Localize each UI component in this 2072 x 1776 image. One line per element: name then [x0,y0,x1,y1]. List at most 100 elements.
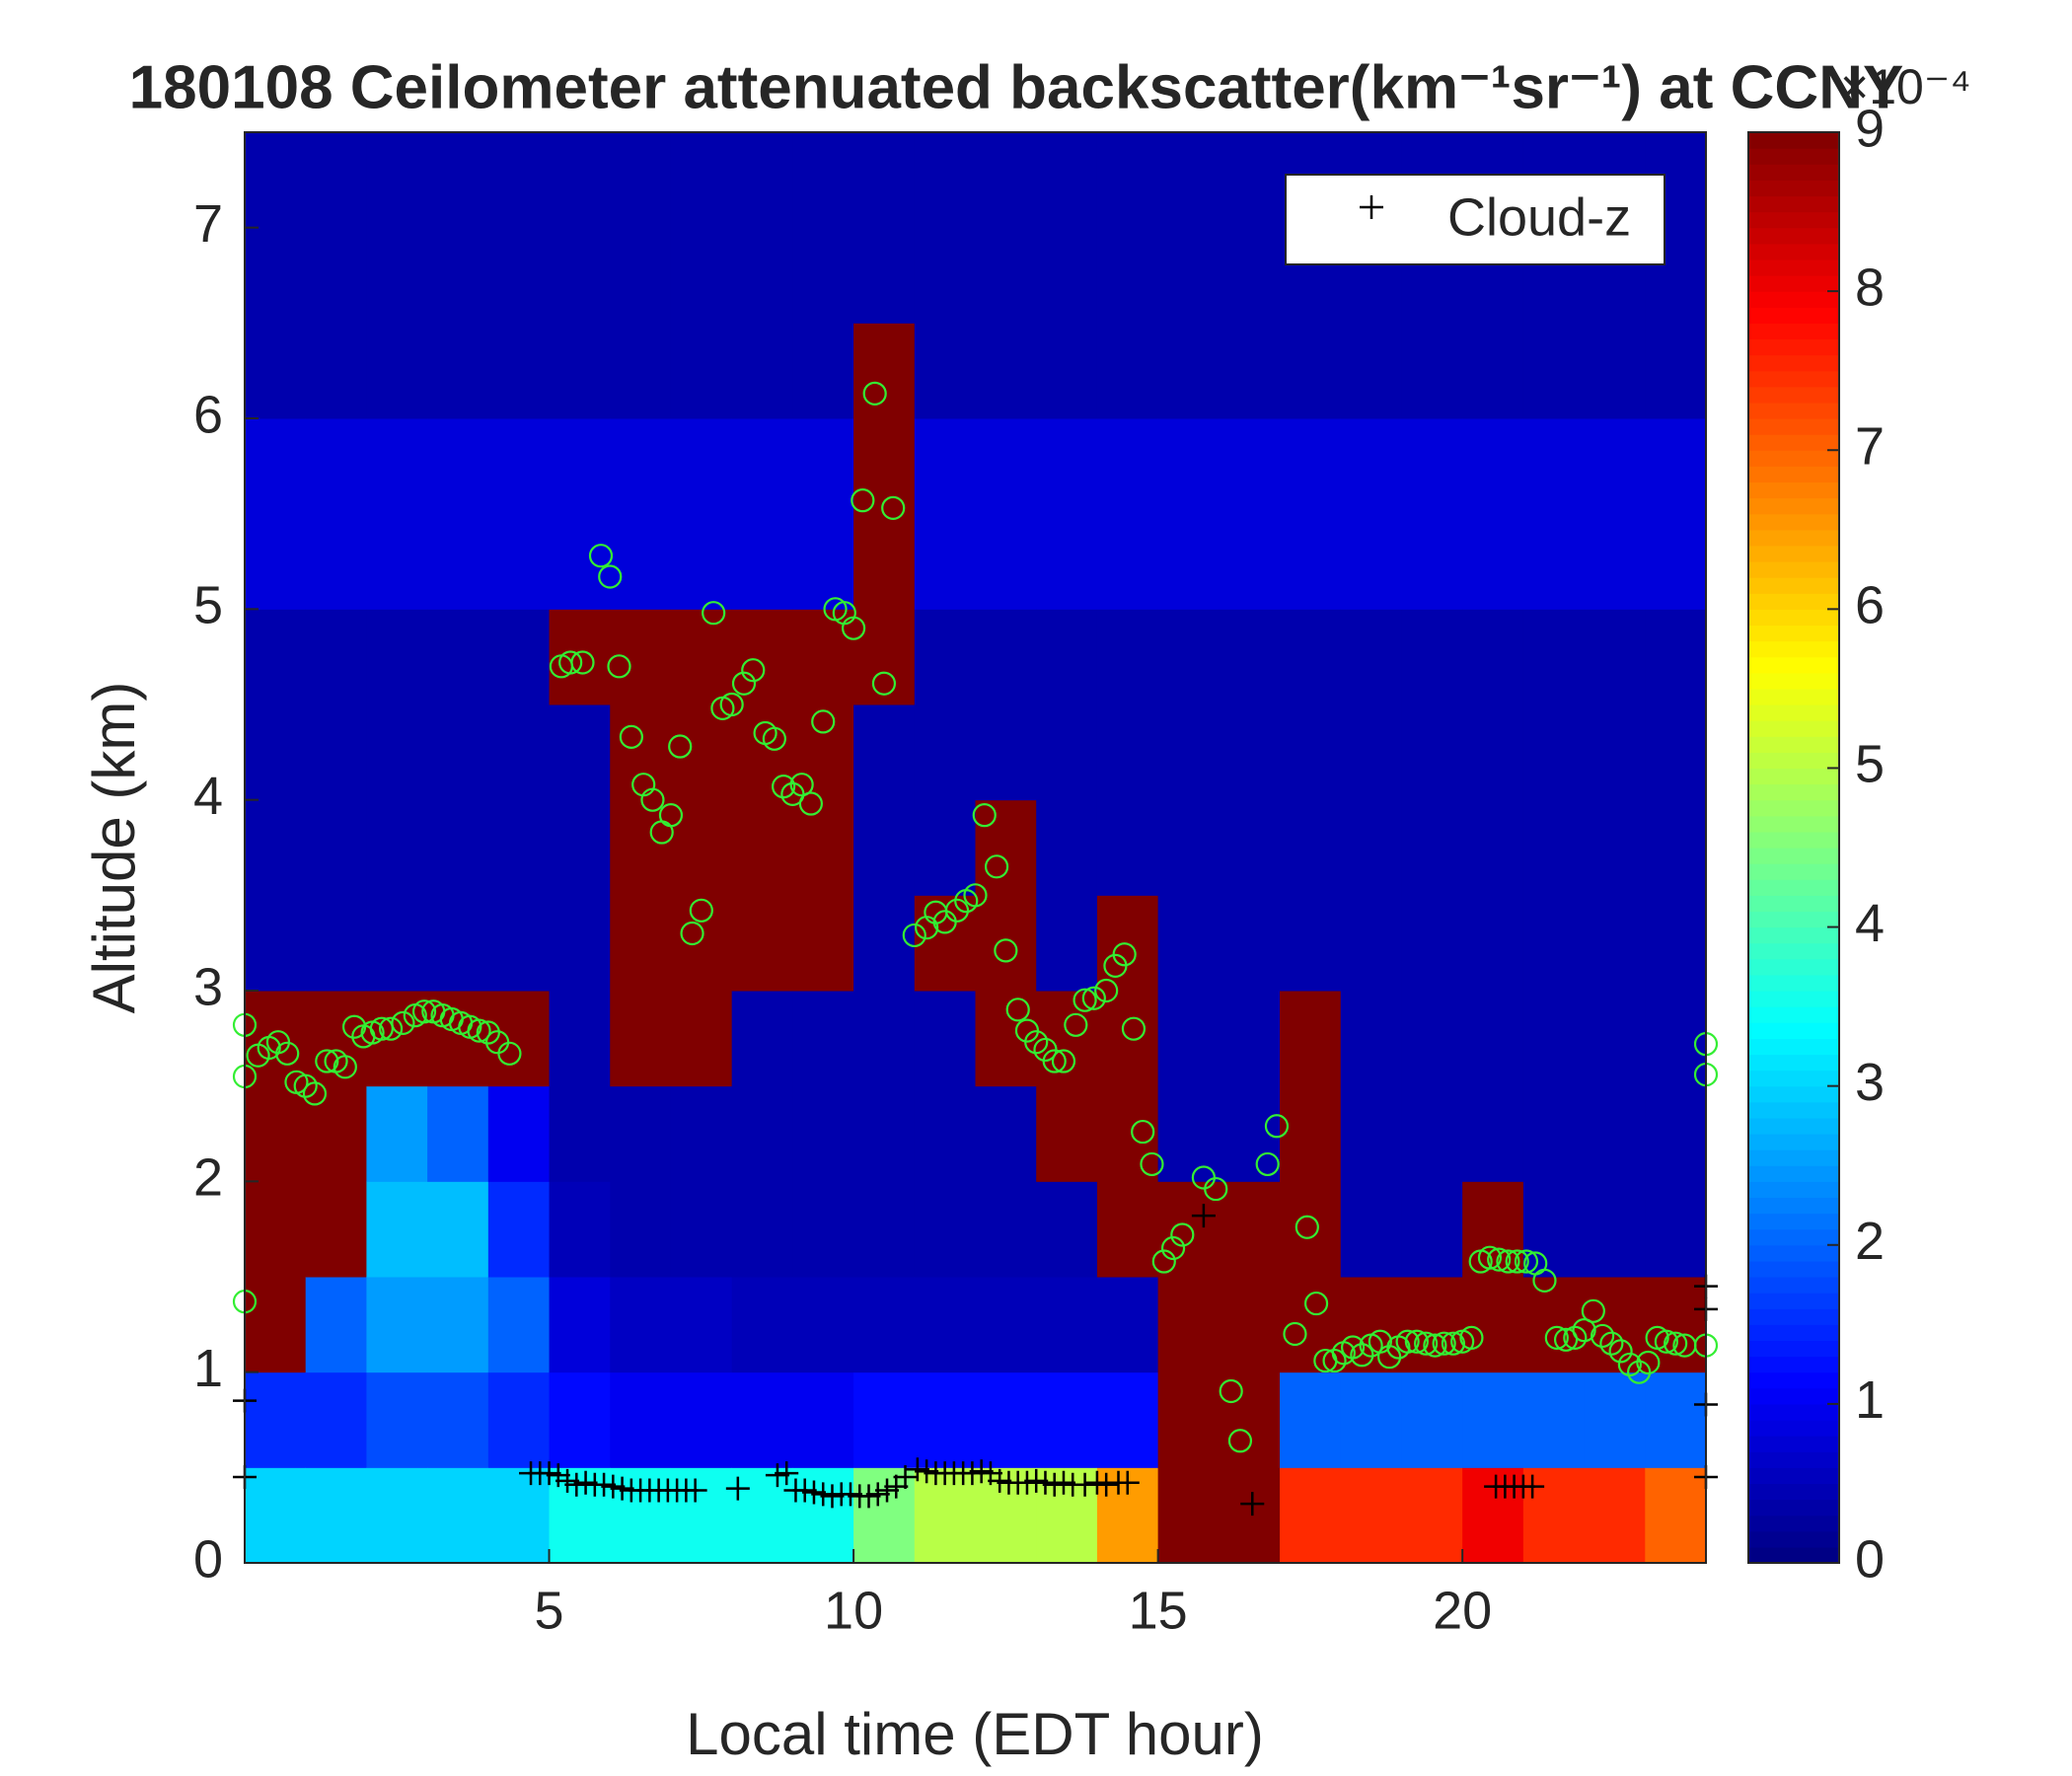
heat-cell [610,799,672,896]
heat-cell [427,418,489,515]
heat-cell [1036,799,1098,896]
heat-cell [914,323,976,419]
colorbar-segment [1748,497,1839,515]
cloud-z-marker [820,1484,845,1509]
heat-cell [305,1277,367,1373]
colorbar-segment [1748,1403,1839,1421]
heat-cell [1157,132,1220,229]
cloud-base-marker [315,1049,339,1073]
cloud-base-marker [1227,1429,1253,1453]
heat-cell [1340,513,1402,610]
heat-cell [245,132,307,229]
colorbar-tick-label: 8 [1855,258,1885,317]
cloud-base-marker [689,898,713,923]
heat-cell [1219,1467,1281,1563]
heat-cell [853,1277,916,1373]
colorbar-segment [1748,1181,1839,1199]
colorbar-segment [1748,911,1839,928]
heat-cell [427,513,489,610]
cloud-base-marker [963,883,988,908]
heat-cell [731,1085,793,1182]
cloud-z-marker [792,1478,817,1503]
colorbar-segment [1748,1499,1839,1517]
cloud-base-marker [1005,998,1030,1022]
heat-cell [731,991,793,1087]
colorbar-segment [1748,1134,1839,1150]
cloud-z-marker [1191,1204,1216,1228]
heat-cell [1280,323,1342,419]
heat-cell [1219,609,1281,705]
cloud-base-marker [1414,1331,1439,1356]
heat-cell [1157,704,1220,801]
heat-cell [853,1371,916,1468]
legend-label: Cloud-z [1447,187,1631,247]
colorbar-segment [1748,672,1839,690]
cloud-base-marker [411,999,437,1024]
colorbar-segment [1748,466,1839,483]
cloud-z-marker [988,1468,1012,1493]
cloud-base-marker [379,1016,404,1041]
heat-cell [1096,418,1159,515]
heat-cell [1645,609,1706,705]
colorbar-segment [1748,783,1839,801]
cloud-base-marker [1121,1016,1147,1041]
colorbar-segment [1748,1483,1839,1501]
heat-cell [245,323,307,419]
heat-cell [610,704,672,801]
heat-cell [731,799,793,896]
colorbar-tick-label: 6 [1855,576,1885,635]
heat-cell [305,609,367,705]
cloud-base-marker [1532,1268,1557,1293]
colorbar-segment [1748,704,1839,721]
cloud-base-marker [841,616,866,640]
heat-cell [1036,1371,1098,1468]
cloud-z-marker [893,1465,918,1489]
heat-cell [549,1181,611,1278]
colorbar-segment [1748,1451,1839,1468]
heat-cell [1401,513,1463,610]
heat-cell [792,132,854,229]
heat-cell [1462,1371,1524,1468]
heat-cell [1096,1277,1159,1373]
heat-cell [549,704,611,801]
colorbar-segment [1748,418,1839,435]
cloud-base-marker [881,495,906,520]
heat-cell [853,418,916,515]
heat-cell [1522,1181,1586,1278]
heat-cell [1036,1085,1098,1182]
heat-cell [1340,1467,1402,1563]
colorbar-segment [1748,1038,1839,1056]
heat-cell [487,704,551,801]
heat-cell [245,227,307,324]
cloud-base-marker [607,654,631,679]
cloud-base-marker [558,650,583,675]
cloud-base-marker [1051,1049,1076,1073]
heat-cell [1036,227,1098,324]
heat-cell [975,132,1037,229]
heat-cell [1645,895,1706,992]
heat-cell [549,1277,611,1373]
cloud-base-marker [1151,1249,1176,1274]
colorbar-segment [1748,211,1839,229]
cloud-base-marker [1024,1030,1049,1055]
heat-cell [914,609,976,705]
heat-cell [305,323,367,419]
heat-cell [1280,991,1342,1087]
heat-cell [792,1277,854,1373]
heat-cell [1096,704,1159,801]
heat-cell [1401,323,1463,419]
heat-cell [1462,609,1524,705]
heat-cell [975,1277,1037,1373]
colorbar-tick-label: 5 [1855,735,1885,794]
cloud-base-marker [719,692,744,717]
heat-cell [1522,1085,1586,1182]
cloud-base-marker [1140,1151,1164,1177]
heat-cell [1340,1085,1402,1182]
heat-cell [1036,513,1098,610]
cloud-base-marker [668,734,693,759]
heat-cell [670,799,733,896]
colorbar-segment [1748,1197,1839,1215]
heat-cell [670,418,733,515]
cloud-base-marker [731,671,757,696]
heat-cell [487,1085,551,1182]
